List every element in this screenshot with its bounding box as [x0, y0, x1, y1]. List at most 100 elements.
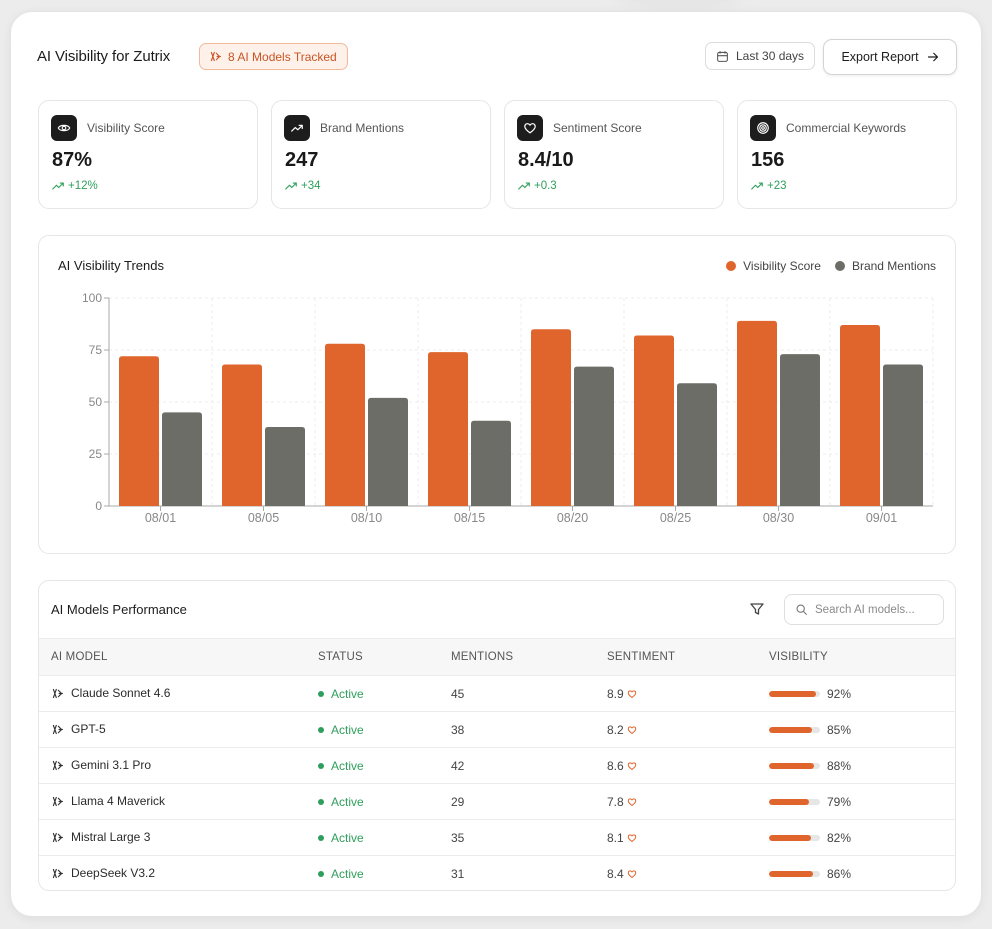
- bar-mentions[interactable]: [574, 366, 614, 506]
- bar-mentions[interactable]: [368, 397, 408, 506]
- status-badge: Active: [331, 687, 364, 701]
- column-header-visibility[interactable]: VISIBILITY: [769, 651, 828, 663]
- mentions-cell: 29: [451, 795, 465, 809]
- table-row[interactable]: Mistral Large 3 Active 35 8.1 82%: [39, 820, 955, 856]
- visibility-bar-fill: [769, 691, 816, 697]
- stat-label: Visibility Score: [87, 121, 165, 135]
- y-tick-label: 50: [89, 395, 103, 409]
- bar-visibility[interactable]: [634, 335, 674, 506]
- visibility-value: 86%: [827, 867, 852, 881]
- sentiment-cell: 7.8: [607, 795, 637, 809]
- visibility-bar: [769, 835, 820, 841]
- status-badge: Active: [331, 759, 364, 773]
- model-cell: Claude Sonnet 4.6: [51, 686, 170, 700]
- visibility-bar: [769, 691, 820, 697]
- model-name: Mistral Large 3: [71, 830, 151, 844]
- chart-legend: Visibility Score Brand Mentions: [726, 259, 936, 273]
- legend-item-visibility[interactable]: Visibility Score: [726, 259, 821, 273]
- visibility-cell: 92%: [769, 687, 851, 701]
- visibility-cell: 79%: [769, 795, 851, 809]
- table-row[interactable]: Gemini 3.1 Pro Active 42 8.6 88%: [39, 748, 955, 784]
- sentiment-cell: 8.6: [607, 759, 637, 773]
- table-row[interactable]: Claude Sonnet 4.6 Active 45 8.9 92%: [39, 676, 955, 712]
- sentiment-value: 7.8: [607, 795, 624, 809]
- table-row[interactable]: DeepSeek V3.2 Active 31 8.4 86%: [39, 856, 955, 890]
- heart-icon: [517, 115, 543, 141]
- trends-chart-card: AI Visibility Trends Visibility Score Br…: [38, 235, 956, 554]
- bar-visibility[interactable]: [325, 343, 365, 506]
- visibility-bar-fill: [769, 835, 811, 841]
- bar-mentions[interactable]: [883, 364, 923, 506]
- bar-visibility[interactable]: [428, 352, 468, 506]
- status-cell: Active: [318, 687, 364, 701]
- visibility-value: 82%: [827, 831, 852, 845]
- heart-icon: [627, 870, 636, 878]
- sentiment-cell: 8.9: [607, 687, 637, 701]
- sentiment-value: 8.4: [607, 867, 624, 881]
- table-row[interactable]: GPT-5 Active 38 8.2 85%: [39, 712, 955, 748]
- filter-icon[interactable]: [749, 601, 765, 617]
- visibility-value: 92%: [827, 687, 852, 701]
- stat-change: +0.3: [518, 180, 557, 192]
- search-box[interactable]: [784, 594, 944, 625]
- trend-up-icon: [285, 182, 297, 190]
- status-cell: Active: [318, 867, 364, 881]
- status-cell: Active: [318, 759, 364, 773]
- stat-label: Brand Mentions: [320, 121, 405, 135]
- y-tick-label: 0: [95, 499, 102, 513]
- visibility-value: 88%: [827, 759, 852, 773]
- arrow-right-icon: [927, 52, 938, 62]
- x-tick-label: 08/20: [557, 511, 588, 525]
- ai-model-icon: [210, 51, 221, 62]
- status-badge: Active: [331, 795, 364, 809]
- bar-mentions[interactable]: [780, 354, 820, 506]
- legend-item-mentions[interactable]: Brand Mentions: [834, 259, 936, 273]
- bar-visibility[interactable]: [222, 364, 262, 506]
- stat-card-keywords: Commercial Keywords 156 +23: [737, 100, 957, 209]
- column-header-sentiment[interactable]: SENTIMENT: [607, 651, 676, 663]
- bar-visibility[interactable]: [531, 329, 571, 506]
- column-header-mentions[interactable]: MENTIONS: [451, 651, 514, 663]
- stat-change: +34: [285, 180, 321, 192]
- ai-model-icon: [52, 832, 63, 842]
- visibility-bar-fill: [769, 799, 810, 805]
- sentiment-cell: 8.4: [607, 867, 637, 881]
- mentions-cell: 35: [451, 831, 465, 845]
- status-badge: Active: [331, 867, 364, 881]
- table-row[interactable]: Llama 4 Maverick Active 29 7.8 79%: [39, 784, 955, 820]
- mentions-cell: 38: [451, 723, 465, 737]
- heart-icon: [627, 690, 636, 698]
- bar-visibility[interactable]: [737, 320, 777, 506]
- column-header-model[interactable]: AI MODEL: [51, 651, 108, 663]
- column-header-status[interactable]: STATUS: [318, 651, 363, 663]
- bar-visibility[interactable]: [840, 325, 880, 506]
- legend-swatch: [834, 261, 845, 271]
- x-tick-label: 08/15: [454, 511, 485, 525]
- status-dot: [318, 763, 324, 769]
- visibility-bar-fill: [769, 727, 813, 733]
- bar-mentions[interactable]: [265, 426, 305, 506]
- x-tick-label: 08/30: [763, 511, 794, 525]
- bar-mentions[interactable]: [162, 412, 202, 506]
- visibility-bar: [769, 799, 820, 805]
- export-report-button[interactable]: Export Report: [823, 39, 957, 75]
- stat-change: +12%: [52, 180, 98, 192]
- search-icon: [796, 604, 807, 615]
- model-cell: GPT-5: [51, 722, 106, 736]
- export-report-label: Export Report: [841, 50, 919, 64]
- bar-mentions[interactable]: [471, 420, 511, 506]
- x-tick-label: 08/05: [248, 511, 279, 525]
- eye-icon: [51, 115, 77, 141]
- search-input[interactable]: [815, 603, 935, 616]
- model-name: DeepSeek V3.2: [71, 866, 156, 880]
- status-cell: Active: [318, 795, 364, 809]
- visibility-cell: 82%: [769, 831, 851, 845]
- trend-up-icon: [518, 182, 530, 190]
- background-glow: [620, 0, 740, 10]
- stat-card-mentions: Brand Mentions 247 +34: [271, 100, 491, 209]
- bar-visibility[interactable]: [119, 356, 159, 506]
- bar-mentions[interactable]: [677, 383, 717, 506]
- date-range-button[interactable]: Last 30 days: [705, 42, 816, 70]
- model-name: Llama 4 Maverick: [71, 794, 166, 808]
- visibility-value: 79%: [827, 795, 852, 809]
